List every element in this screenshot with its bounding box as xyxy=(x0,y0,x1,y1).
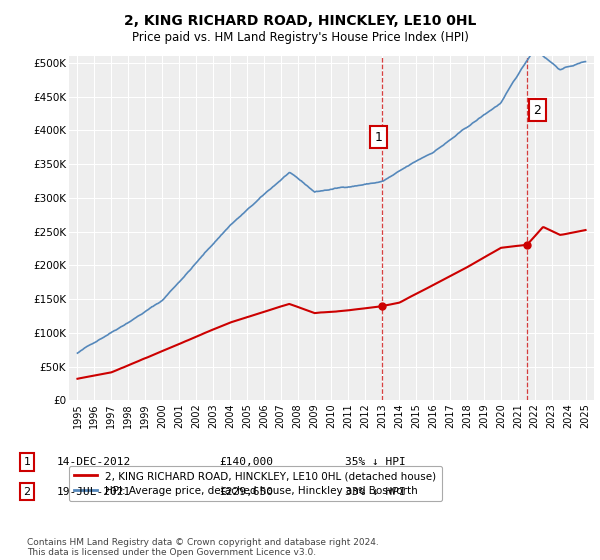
Text: 19-JUL-2021: 19-JUL-2021 xyxy=(57,487,131,497)
Text: 1: 1 xyxy=(374,130,382,143)
Text: £140,000: £140,000 xyxy=(219,457,273,467)
Text: 33% ↓ HPI: 33% ↓ HPI xyxy=(345,487,406,497)
Text: Price paid vs. HM Land Registry's House Price Index (HPI): Price paid vs. HM Land Registry's House … xyxy=(131,31,469,44)
Legend: 2, KING RICHARD ROAD, HINCKLEY, LE10 0HL (detached house), HPI: Average price, d: 2, KING RICHARD ROAD, HINCKLEY, LE10 0HL… xyxy=(69,466,442,501)
Text: 1: 1 xyxy=(23,457,31,467)
Text: 2: 2 xyxy=(23,487,31,497)
Text: Contains HM Land Registry data © Crown copyright and database right 2024.
This d: Contains HM Land Registry data © Crown c… xyxy=(27,538,379,557)
Text: £229,650: £229,650 xyxy=(219,487,273,497)
Text: 14-DEC-2012: 14-DEC-2012 xyxy=(57,457,131,467)
Text: 35% ↓ HPI: 35% ↓ HPI xyxy=(345,457,406,467)
Text: 2, KING RICHARD ROAD, HINCKLEY, LE10 0HL: 2, KING RICHARD ROAD, HINCKLEY, LE10 0HL xyxy=(124,14,476,28)
Text: 2: 2 xyxy=(533,104,541,116)
